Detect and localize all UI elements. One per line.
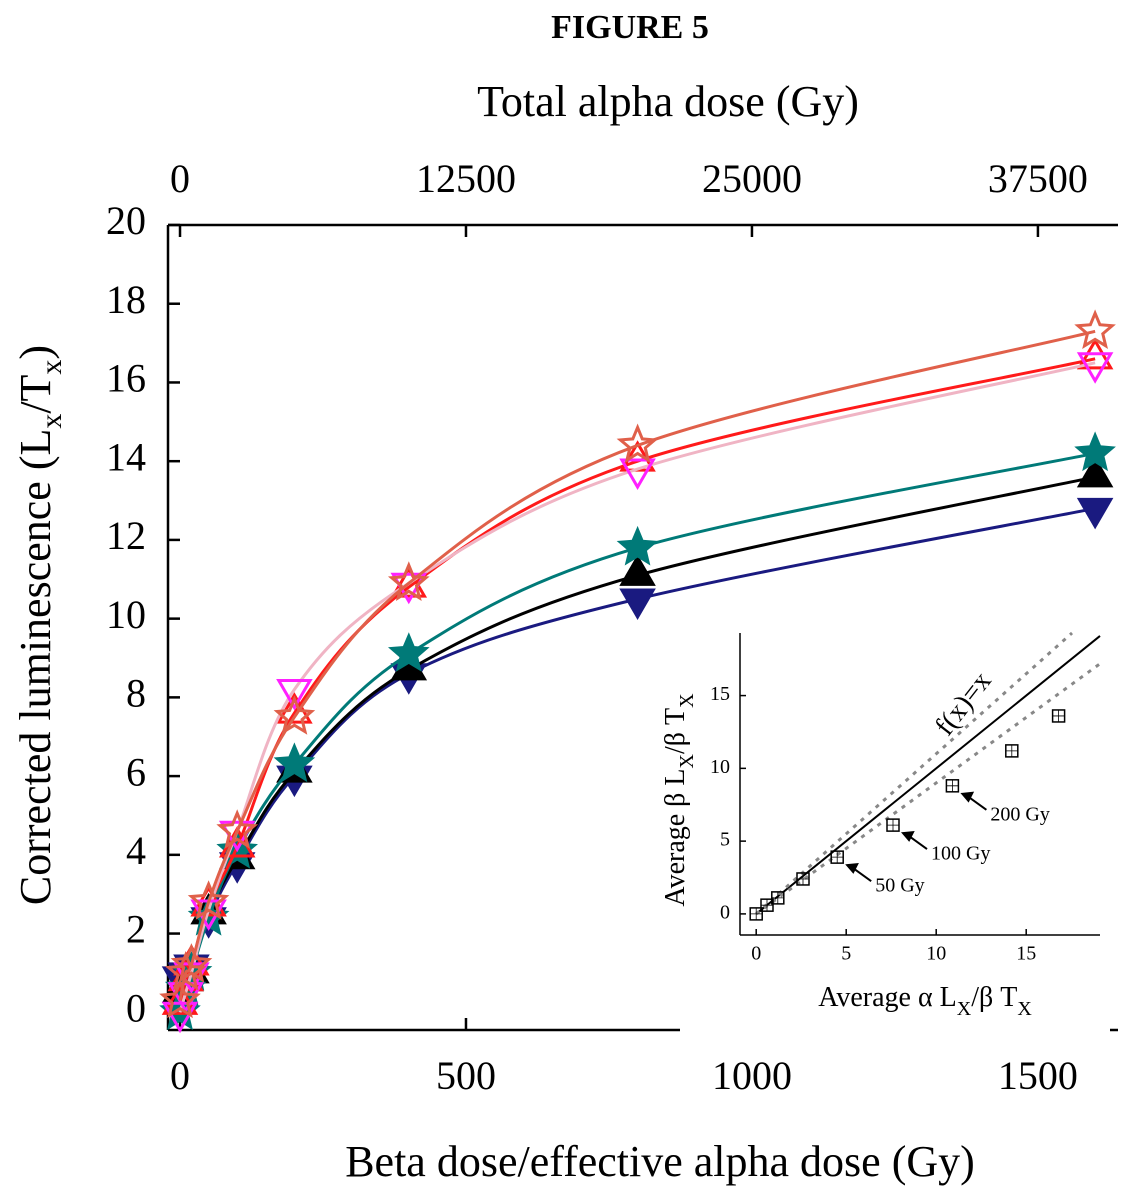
label-part: ) [11, 345, 60, 360]
top-tick-label: 25000 [702, 156, 802, 201]
marker [388, 632, 430, 672]
label-part: Corrected luminescence (L [11, 429, 60, 905]
marker [1076, 455, 1114, 488]
marker-cross [761, 899, 773, 912]
y-tick-label: 0 [720, 901, 730, 923]
y-tick-label: 4 [126, 828, 146, 873]
axis-title: Corrected luminescence (Lx/Tx) [11, 345, 68, 905]
marker [273, 695, 316, 735]
subscript: x [35, 360, 68, 375]
subscript: x [35, 414, 68, 429]
y-tick-label: 12 [106, 513, 146, 558]
axis-title: Average β LX/β TX [660, 693, 697, 907]
marker [276, 678, 313, 711]
figure-title: FIGURE 5 [551, 9, 709, 46]
marker-cross [771, 891, 784, 904]
label-part: Average α L [818, 982, 957, 1013]
top-tick-label: 0 [170, 156, 190, 201]
annotation: 50 Gy [875, 875, 924, 897]
marker [1076, 497, 1114, 530]
marker [1074, 431, 1116, 472]
marker-cross [797, 872, 809, 885]
label-part: /β T [660, 708, 691, 754]
y-tick-label: 18 [106, 277, 146, 322]
reference-line [755, 635, 1101, 915]
label-part: /β T [971, 982, 1017, 1013]
annotation-arrow [900, 830, 928, 850]
marker [161, 983, 199, 1015]
y-tick-label: 2 [126, 907, 146, 952]
marker [170, 943, 213, 983]
marker [619, 588, 656, 620]
marker-cross [887, 819, 899, 832]
x-tick-label: 5 [841, 943, 851, 965]
annotation: 100 Gy [931, 843, 990, 865]
x-tick-label: 15 [1016, 943, 1036, 965]
subscript: X [957, 998, 972, 1020]
marker [1076, 352, 1114, 384]
marker [276, 692, 313, 724]
marker [273, 742, 316, 783]
y-tick-label: 6 [126, 749, 146, 794]
marker [390, 566, 428, 598]
annotation: 200 Gy [990, 803, 1049, 825]
annotation-arrow [960, 791, 987, 811]
subscript: X [676, 693, 698, 708]
top-tick-label: 37500 [988, 156, 1088, 201]
inset-background [680, 628, 1110, 1045]
y-tick-label: 5 [720, 829, 730, 851]
y-tick-label: 14 [106, 434, 146, 479]
subscript: X [1017, 998, 1032, 1020]
reference-line [755, 662, 1101, 916]
y-tick-label: 10 [710, 756, 730, 778]
x-tick-label: 10 [926, 943, 946, 965]
label-part: /T [11, 374, 60, 413]
subscript: X [676, 753, 698, 768]
marker [387, 561, 430, 601]
y-tick-label: 16 [106, 356, 146, 401]
reference-line [755, 631, 1074, 916]
marker [616, 423, 659, 464]
marker [1074, 309, 1116, 349]
x-tick-label: 0 [751, 943, 761, 965]
marker [619, 458, 656, 491]
marker-cross [831, 851, 844, 864]
y-tick-label: 8 [126, 671, 146, 716]
x-tick-label: 1000 [712, 1053, 792, 1098]
marker [159, 978, 201, 1019]
annotation-arrow [845, 862, 872, 882]
y-tick-label: 15 [710, 683, 730, 705]
axis-title: Average α LX/β TX [818, 982, 1032, 1019]
top-tick-label: 12500 [416, 156, 516, 201]
top-axis-title: Total alpha dose (Gy) [477, 77, 859, 126]
y-tick-label: 10 [106, 592, 146, 637]
y-tick-label: 0 [126, 985, 146, 1030]
x-tick-label: 0 [170, 1053, 190, 1098]
x-tick-label: 500 [436, 1053, 496, 1098]
x-tick-label: 1500 [998, 1053, 1078, 1098]
marker [619, 554, 656, 586]
marker [187, 880, 230, 920]
marker-cross [1052, 709, 1065, 722]
marker-cross [1005, 744, 1018, 757]
y-tick-label: 20 [106, 198, 146, 243]
marker [216, 809, 259, 849]
marker-cross [946, 779, 959, 792]
marker [616, 525, 659, 566]
x-axis-title: Beta dose/effective alpha dose (Gy) [345, 1137, 975, 1186]
label-part: Average β L [660, 768, 691, 906]
marker-cross [750, 907, 763, 920]
